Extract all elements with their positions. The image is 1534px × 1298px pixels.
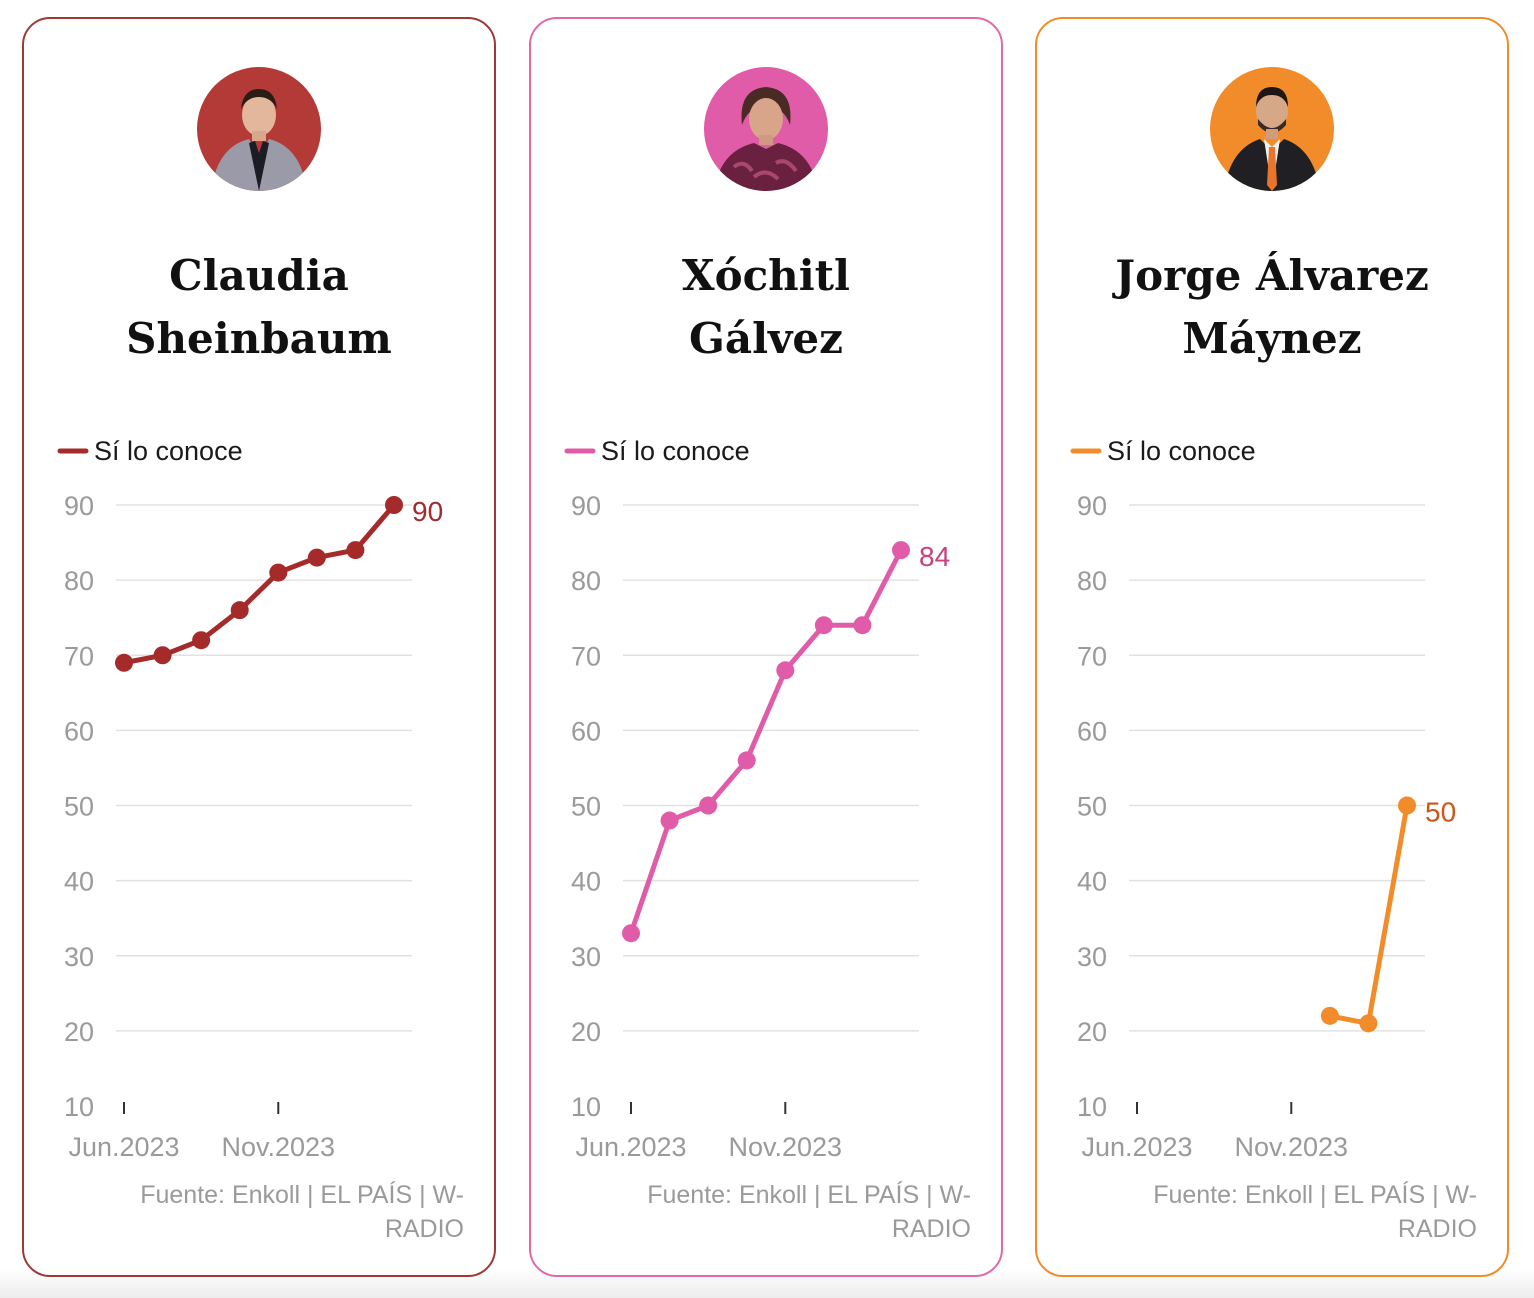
series-line: [1327, 803, 1410, 1026]
legend-label: Sí lo conoce: [601, 436, 750, 466]
y-tick-label: 30: [64, 942, 94, 972]
data-point: [622, 924, 640, 943]
y-tick-label: 90: [64, 491, 94, 521]
y-tick-label: 80: [64, 566, 94, 596]
y-tick-label: 20: [64, 1017, 94, 1047]
candidate-photo: [704, 67, 828, 191]
candidate-name: Claudia Sheinbaum: [126, 251, 392, 363]
series-line: [628, 547, 904, 936]
data-point: [115, 653, 133, 672]
y-tick-label: 40: [64, 867, 94, 897]
data-point: [892, 541, 910, 560]
y-tick-label: 80: [571, 566, 601, 596]
y-tick-label: 60: [64, 716, 94, 746]
data-point: [814, 616, 833, 635]
y-tick-label: 20: [1077, 1017, 1107, 1047]
y-tick-label: 60: [1077, 716, 1107, 746]
chart-svg: Sí lo conoce 10 20 30 40 50 60 70 80 90 Jun.2023 No…: [1070, 436, 1456, 1162]
y-tick-label: 80: [1077, 566, 1107, 596]
candidate-card-galvez: Xóchitl Gálvez Sí lo conoce 10 20 30 40 50 60 7…: [529, 17, 1003, 1277]
source-note: Fuente: Enkoll | EL PAÍS | W-RADIO: [647, 1181, 971, 1243]
y-tick-label: 90: [571, 491, 601, 521]
candidate-name: Xóchitl Gálvez: [681, 251, 851, 363]
data-point: [346, 541, 365, 560]
x-tick-label: Nov.2023: [728, 1132, 842, 1162]
awareness-line-chart: Sí lo conoce 10 20 30 40 50 60 70 80 90 Jun.2023 No…: [24, 409, 498, 1169]
data-point: [269, 563, 288, 582]
x-tick-label: Jun.2023: [575, 1132, 686, 1162]
y-tick-label: 60: [571, 716, 601, 746]
data-point: [699, 796, 718, 815]
data-point: [737, 751, 756, 770]
candidate-photo: [1210, 67, 1334, 191]
legend-label: Sí lo conoce: [94, 436, 243, 466]
y-tick-label: 20: [571, 1017, 601, 1047]
y-tick-label: 40: [1077, 867, 1107, 897]
data-point: [853, 616, 872, 635]
series-line: [121, 502, 397, 666]
source-note: Fuente: Enkoll | EL PAÍS | W-RADIO: [140, 1181, 464, 1243]
data-point: [307, 548, 326, 567]
source-note: Fuente: Enkoll | EL PAÍS | W-RADIO: [1153, 1181, 1477, 1243]
y-tick-label: 70: [64, 641, 94, 671]
y-tick-label: 30: [571, 942, 601, 972]
y-tick-label: 50: [571, 792, 601, 822]
candidate-name: Jorge Álvarez Máynez: [1115, 251, 1429, 363]
x-tick-label: Jun.2023: [68, 1132, 179, 1162]
data-point: [385, 496, 403, 514]
y-tick-label: 10: [64, 1092, 94, 1122]
candidate-photo: [197, 67, 321, 191]
data-point: [192, 631, 211, 650]
x-tick-label: Nov.2023: [221, 1132, 335, 1162]
data-point: [153, 646, 172, 665]
legend-label: Sí lo conoce: [1107, 436, 1256, 466]
awareness-line-chart: Sí lo conoce 10 20 30 40 50 60 70 80 90 Jun.2023 No…: [1037, 409, 1511, 1169]
y-tick-label: 70: [1077, 641, 1107, 671]
candidate-card-sheinbaum: Claudia Sheinbaum Sí lo conoce 10 20 30 40 50…: [22, 17, 496, 1277]
y-tick-label: 50: [64, 792, 94, 822]
chart-svg: Sí lo conoce 10 20 30 40 50 60 70 80 90 Jun.2023 No…: [564, 436, 950, 1162]
y-tick-label: 70: [571, 641, 601, 671]
data-point: [1398, 796, 1416, 815]
y-tick-label: 30: [1077, 942, 1107, 972]
y-tick-label: 90: [1077, 491, 1107, 521]
data-point: [1359, 1014, 1378, 1033]
data-point: [660, 811, 679, 830]
y-tick-label: 10: [571, 1092, 601, 1122]
end-value-label: 84: [919, 541, 950, 572]
y-tick-label: 50: [1077, 792, 1107, 822]
candidate-card-maynez: Jorge Álvarez Máynez Sí lo conoce 10 20 30 4…: [1035, 17, 1509, 1277]
end-value-label: 50: [1425, 797, 1456, 828]
y-tick-label: 10: [1077, 1092, 1107, 1122]
chart-svg: Sí lo conoce 10 20 30 40 50 60 70 80 90 Jun.2023 No…: [57, 436, 443, 1162]
x-tick-label: Nov.2023: [1234, 1132, 1348, 1162]
data-point: [776, 661, 795, 680]
y-tick-label: 40: [571, 867, 601, 897]
x-tick-label: Jun.2023: [1081, 1132, 1192, 1162]
data-point: [1320, 1006, 1339, 1025]
end-value-label: 90: [412, 496, 443, 527]
awareness-line-chart: Sí lo conoce 10 20 30 40 50 60 70 80 90 Jun.2023 No…: [531, 409, 1005, 1169]
data-point: [230, 601, 249, 620]
